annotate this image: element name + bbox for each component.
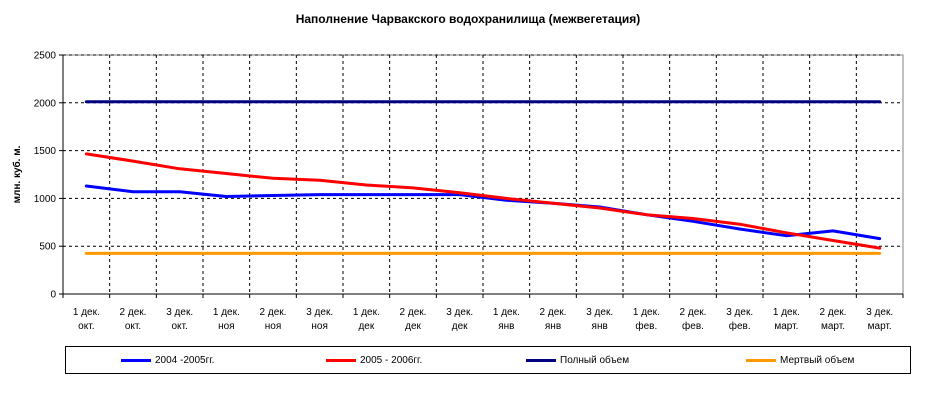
x-tick-label: янв: [592, 321, 608, 332]
series-line-2: [84, 152, 882, 250]
y-axis-label: млн. куб. м.: [11, 145, 23, 203]
y-tick-label: 2500: [34, 51, 57, 62]
x-tick-label: 3 дек.: [306, 307, 333, 318]
plot-area: [62, 54, 904, 295]
x-tick-label: фев.: [729, 320, 751, 332]
x-tick-label: март.: [821, 321, 845, 332]
x-tick-label: ноя: [218, 321, 235, 332]
x-tick-label: 1 дек.: [493, 307, 520, 318]
x-tick-label: 1 дек.: [213, 307, 240, 318]
x-tick-label: 2 дек.: [680, 307, 707, 318]
x-tick-label: фев.: [682, 320, 704, 332]
legend-item: Полный объем: [526, 347, 629, 373]
x-tick-label: окт.: [172, 321, 188, 332]
legend-item: 2004 -2005гг.: [121, 347, 214, 373]
x-tick-label: янв: [498, 321, 514, 332]
y-tick-label: 0: [50, 290, 56, 301]
x-tick-label: 1 дек.: [773, 307, 800, 318]
x-tick-label: дек: [452, 321, 468, 332]
x-tick-label: 1 дек.: [353, 307, 380, 318]
x-tick-label: 3 дек.: [866, 307, 893, 318]
y-tick-label: 1500: [34, 146, 57, 157]
x-tick-label: 3 дек.: [166, 307, 193, 318]
legend-swatch: [746, 358, 776, 362]
x-tick-label: дек: [405, 321, 421, 332]
legend-label: Мертвый объем: [780, 354, 855, 366]
legend-item: 2005 - 2006гг.: [326, 347, 422, 373]
legend-item: Мертвый объем: [746, 347, 854, 373]
x-tick-label: дек: [358, 321, 374, 332]
x-tick-label: фев.: [635, 320, 657, 332]
legend-label: 2004 -2005гг.: [155, 354, 215, 366]
series-line-1: [84, 184, 882, 241]
legend-swatch: [326, 358, 356, 362]
legend-label: Полный объем: [560, 354, 630, 366]
x-tick-label: 3 дек.: [726, 307, 753, 318]
x-tick-label: 2 дек.: [400, 307, 427, 318]
x-tick-label: 1 дек.: [633, 307, 660, 318]
x-tick-label: 2 дек.: [260, 307, 287, 318]
chart-legend: 2004 -2005гг. 2005 - 2006гг. Полный объем М…: [65, 346, 911, 374]
x-tick-label: 2 дек.: [820, 307, 847, 318]
x-tick-label: 2 дек.: [120, 307, 147, 318]
x-tick-label: 3 дек.: [446, 307, 473, 318]
x-tick-label: 3 дек.: [586, 307, 613, 318]
legend-swatch: [526, 358, 556, 362]
legend-swatch: [121, 358, 151, 362]
legend-label: 2005 - 2006гг.: [360, 354, 423, 366]
x-tick-label: 1 дек.: [73, 307, 100, 318]
y-tick-label: 500: [39, 242, 56, 253]
chart-title: Наполнение Чарвакского водохранилища (ме…: [295, 12, 641, 26]
x-tick-label: 2 дек.: [540, 307, 567, 318]
x-tick-label: ноя: [265, 321, 282, 332]
x-tick-label: март.: [774, 321, 798, 332]
y-tick-label: 1000: [34, 194, 57, 205]
x-tick-label: окт.: [125, 321, 141, 332]
x-tick-label: март.: [868, 321, 892, 332]
x-tick-label: ноя: [311, 321, 328, 332]
x-tick-label: окт.: [78, 321, 94, 332]
x-tick-label: янв: [545, 321, 561, 332]
y-tick-label: 2000: [34, 98, 57, 109]
